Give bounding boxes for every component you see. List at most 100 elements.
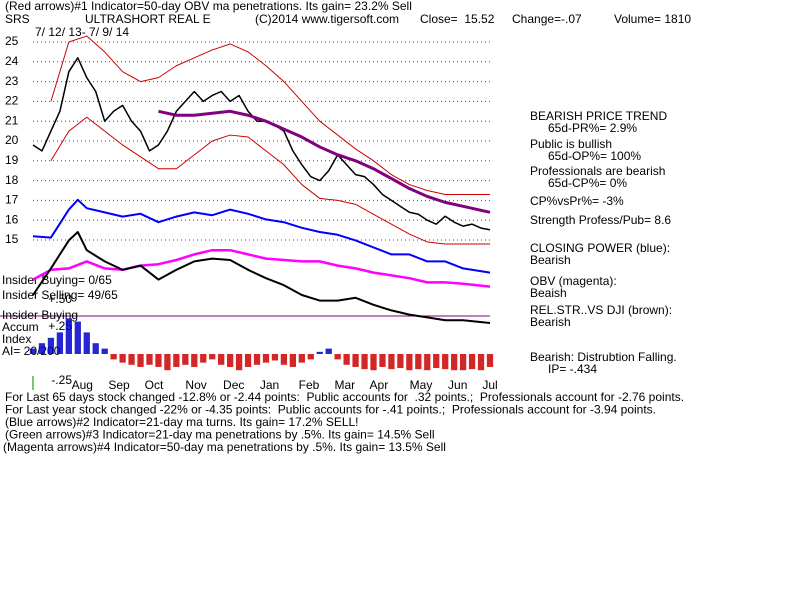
footer-line: (Magenta arrows)#4 Indicator=50-day ma p… [3, 440, 446, 454]
accum-bar [442, 354, 449, 370]
right-label: CP%vsPr%= -3% [530, 194, 624, 208]
y-tick-label: 24 [5, 54, 19, 68]
change: Change=-.07 [512, 12, 582, 26]
accum-bar [468, 354, 476, 370]
footer-line: For Last year stock changed -22% or -4.3… [5, 403, 656, 417]
accum-bar [65, 318, 72, 354]
y-tick-label: -.25 [51, 373, 72, 387]
accum-bar [227, 354, 234, 367]
accum-bar [280, 354, 288, 365]
accum-bar [316, 351, 323, 354]
right-label: BEARISH PRICE TREND [530, 109, 667, 123]
accum-bar [244, 354, 252, 367]
footer-line: (Green arrows)#3 Indicator=21-day ma pen… [5, 428, 435, 442]
accum-bar [83, 332, 90, 354]
x-tick-label: Aug [72, 378, 93, 392]
x-tick-label: Apr [370, 378, 389, 392]
accum-bar [56, 332, 64, 354]
accum-bar [218, 354, 225, 365]
left-label: Insider Selling= 49/65 [2, 288, 118, 302]
series-line [158, 109, 491, 214]
copyright: (C)2014 www.tigersoft.com [255, 12, 399, 26]
accum-bar [424, 354, 431, 371]
accum-bar [325, 348, 332, 354]
y-tick-label: 19 [5, 153, 19, 167]
left-label: Index [2, 332, 31, 346]
accum-bar [92, 343, 99, 354]
left-label: Insider Buying [2, 308, 78, 322]
accum-bar [128, 354, 135, 365]
right-label: Strength Profess/Pub= 8.6 [530, 213, 671, 227]
symbol: SRS [5, 12, 30, 26]
accum-bar [146, 354, 153, 365]
accum-bar [477, 354, 485, 371]
accum-bar [379, 354, 386, 367]
x-tick-label: Jul [482, 378, 497, 392]
right-label: OBV (magenta): [530, 274, 617, 288]
volume: Volume= 1810 [614, 12, 691, 26]
accum-bar [397, 354, 404, 369]
accum-bar [451, 354, 458, 371]
stock-name: ULTRASHORT REAL E [85, 12, 211, 26]
accum-bar [38, 343, 46, 354]
date-range: 7/ 12/ 13- 7/ 9/ 14 [35, 25, 129, 39]
left-label: Insider Buying= 0/65 [2, 273, 112, 287]
right-label: Bearish [530, 315, 571, 329]
accum-bar [459, 354, 467, 371]
accum-bar [191, 354, 198, 367]
accum-bar [271, 354, 279, 361]
right-label: Public is bullish [530, 137, 612, 151]
y-tick-label: 17 [5, 193, 19, 207]
accum-bar [352, 354, 359, 367]
right-label: 65d-OP%= 100% [548, 149, 641, 163]
accum-bar [119, 354, 126, 363]
x-tick-label: Feb [299, 378, 320, 392]
footer-line: For Last 65 days stock changed -12.8% or… [5, 390, 684, 404]
x-tick-label: Oct [145, 378, 164, 392]
accum-bar [101, 348, 108, 354]
series-line [32, 198, 491, 274]
accum-bar [47, 337, 55, 354]
accum-bar [486, 354, 494, 367]
series-line [32, 231, 491, 324]
y-tick-label: 22 [5, 94, 19, 108]
series-line [50, 35, 490, 195]
accum-bar [298, 354, 305, 363]
x-tick-label: Jun [448, 378, 467, 392]
accum-bar [182, 354, 189, 365]
accum-bar [235, 354, 243, 371]
accum-bar [262, 354, 270, 363]
right-label: Professionals are bearish [530, 164, 665, 178]
header-line: (Red arrows)#1 Indicator=50-day OBV ma p… [5, 0, 412, 13]
accum-bar [307, 354, 314, 360]
accum-bar [406, 354, 413, 371]
right-label: REL.STR..VS DJI (brown): [530, 303, 672, 317]
series-line [32, 248, 491, 288]
y-tick-label: +.50 [48, 292, 72, 306]
x-tick-label: Dec [223, 378, 244, 392]
right-label: IP= -.434 [548, 362, 597, 376]
accum-bar [334, 354, 341, 360]
accum-bar [370, 354, 377, 371]
accum-bar [200, 354, 207, 363]
x-tick-label: Nov [185, 378, 206, 392]
right-label: CLOSING POWER (blue): [530, 241, 670, 255]
accum-bar [155, 354, 162, 367]
accum-bar [110, 354, 117, 360]
y-tick-label: 18 [5, 173, 19, 187]
right-label: 65d-PR%= 2.9% [548, 121, 637, 135]
y-tick-label: 25 [5, 34, 19, 48]
accum-bar [289, 354, 296, 367]
right-label: Bearish: Distrubtion Falling. [530, 350, 677, 364]
y-tick-label: 23 [5, 74, 19, 88]
footer-line: (Blue arrows)#2 Indicator=21-day ma turn… [5, 415, 359, 429]
accum-bar [137, 354, 144, 367]
right-label: Beaish [530, 286, 567, 300]
right-label: 65d-CP%= 0% [548, 176, 627, 190]
y-tick-label: 21 [5, 113, 19, 127]
right-label: Bearish [530, 253, 571, 267]
x-tick-label: Jan [260, 378, 279, 392]
